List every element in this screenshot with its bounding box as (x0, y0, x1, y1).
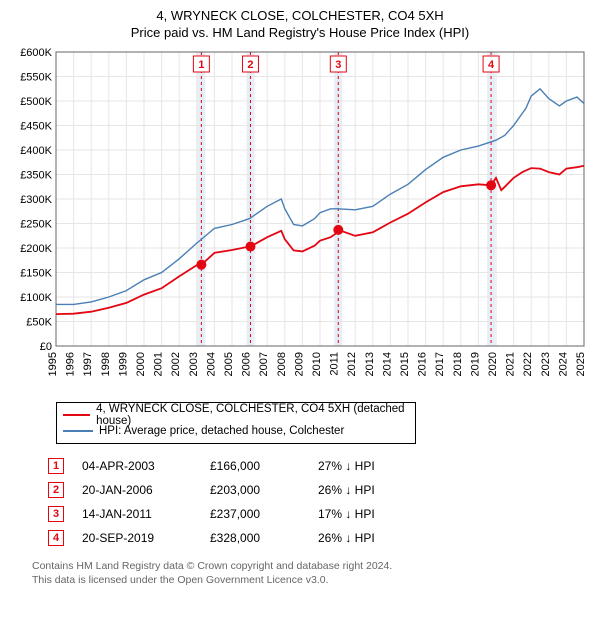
svg-text:2020: 2020 (487, 352, 499, 376)
svg-text:2001: 2001 (153, 352, 165, 376)
svg-text:£550K: £550K (20, 72, 52, 84)
svg-text:£400K: £400K (20, 145, 52, 157)
footer-attribution: Contains HM Land Registry data © Crown c… (32, 560, 590, 587)
svg-text:2012: 2012 (346, 352, 358, 376)
svg-text:£150K: £150K (20, 268, 52, 280)
legend-label: HPI: Average price, detached house, Colc… (99, 425, 344, 437)
svg-text:£250K: £250K (20, 219, 52, 231)
legend-row: 4, WRYNECK CLOSE, COLCHESTER, CO4 5XH (d… (63, 407, 409, 423)
svg-text:2011: 2011 (329, 352, 341, 376)
sale-price: £203,000 (210, 483, 300, 497)
sale-price: £166,000 (210, 459, 300, 473)
chart-area: £0 £50K £100K £150K £200K £250K £300K £350K £400… (10, 46, 590, 396)
svg-text:1: 1 (198, 59, 204, 71)
sale-date: 20-JAN-2006 (82, 483, 192, 497)
footer-line1: Contains HM Land Registry data © Crown c… (32, 560, 590, 574)
svg-text:2014: 2014 (381, 352, 393, 376)
sales-row: 3 14-JAN-2011 £237,000 17% ↓ HPI (48, 502, 590, 526)
svg-text:£100K: £100K (20, 292, 52, 304)
svg-text:2002: 2002 (170, 352, 182, 376)
svg-text:2015: 2015 (399, 352, 411, 376)
svg-text:2018: 2018 (452, 352, 464, 376)
sale-delta: 17% ↓ HPI (318, 507, 408, 521)
sale-delta: 26% ↓ HPI (318, 531, 408, 545)
svg-text:2006: 2006 (241, 352, 253, 376)
sale-price: £328,000 (210, 531, 300, 545)
svg-text:2019: 2019 (469, 352, 481, 376)
svg-text:£450K: £450K (20, 121, 52, 133)
svg-text:2004: 2004 (205, 352, 217, 376)
svg-text:£0: £0 (40, 341, 52, 353)
svg-text:2023: 2023 (540, 352, 552, 376)
sale-date: 04-APR-2003 (82, 459, 192, 473)
legend-swatch (63, 414, 90, 416)
svg-text:2009: 2009 (293, 352, 305, 376)
svg-text:£50K: £50K (26, 317, 52, 329)
sale-marker-box: 3 (48, 506, 64, 522)
legend-label: 4, WRYNECK CLOSE, COLCHESTER, CO4 5XH (d… (96, 403, 409, 427)
svg-text:£350K: £350K (20, 170, 52, 182)
title-address: 4, WRYNECK CLOSE, COLCHESTER, CO4 5XH (10, 8, 590, 23)
sale-delta: 27% ↓ HPI (318, 459, 408, 473)
svg-text:1996: 1996 (65, 352, 77, 376)
svg-text:£300K: £300K (20, 194, 52, 206)
svg-text:1997: 1997 (82, 352, 94, 376)
svg-text:2: 2 (247, 59, 253, 71)
sale-price: £237,000 (210, 507, 300, 521)
sale-marker-box: 4 (48, 530, 64, 546)
sale-marker-box: 1 (48, 458, 64, 474)
legend-swatch (63, 430, 93, 432)
chart-container: 4, WRYNECK CLOSE, COLCHESTER, CO4 5XH Pr… (0, 0, 600, 595)
svg-text:£500K: £500K (20, 96, 52, 108)
svg-text:3: 3 (335, 59, 341, 71)
sale-date: 14-JAN-2011 (82, 507, 192, 521)
svg-text:2025: 2025 (575, 352, 587, 376)
svg-text:2017: 2017 (434, 352, 446, 376)
svg-text:2007: 2007 (258, 352, 270, 376)
title-block: 4, WRYNECK CLOSE, COLCHESTER, CO4 5XH Pr… (10, 8, 590, 40)
svg-text:2000: 2000 (135, 352, 147, 376)
svg-text:2021: 2021 (505, 352, 517, 376)
title-subtitle: Price paid vs. HM Land Registry's House … (10, 25, 590, 40)
svg-text:1998: 1998 (100, 352, 112, 376)
footer-line2: This data is licensed under the Open Gov… (32, 574, 590, 588)
svg-text:1995: 1995 (47, 352, 59, 376)
sales-row: 1 04-APR-2003 £166,000 27% ↓ HPI (48, 454, 590, 478)
svg-text:£200K: £200K (20, 243, 52, 255)
sales-row: 2 20-JAN-2006 £203,000 26% ↓ HPI (48, 478, 590, 502)
svg-text:2010: 2010 (311, 352, 323, 376)
svg-text:2016: 2016 (417, 352, 429, 376)
svg-text:2013: 2013 (364, 352, 376, 376)
svg-text:2024: 2024 (557, 352, 569, 376)
svg-text:2008: 2008 (276, 352, 288, 376)
svg-text:£600K: £600K (20, 47, 52, 59)
svg-text:2005: 2005 (223, 352, 235, 376)
sales-row: 4 20-SEP-2019 £328,000 26% ↓ HPI (48, 526, 590, 550)
svg-text:2022: 2022 (522, 352, 534, 376)
line-chart-svg: £0 £50K £100K £150K £200K £250K £300K £350K £400… (10, 46, 590, 396)
sales-table: 1 04-APR-2003 £166,000 27% ↓ HPI 2 20-JAN-200… (48, 454, 590, 550)
sale-delta: 26% ↓ HPI (318, 483, 408, 497)
legend-box: 4, WRYNECK CLOSE, COLCHESTER, CO4 5XH (d… (56, 402, 416, 444)
svg-text:2003: 2003 (188, 352, 200, 376)
svg-text:1999: 1999 (117, 352, 129, 376)
sale-marker-box: 2 (48, 482, 64, 498)
sale-date: 20-SEP-2019 (82, 531, 192, 545)
svg-text:4: 4 (488, 59, 495, 71)
